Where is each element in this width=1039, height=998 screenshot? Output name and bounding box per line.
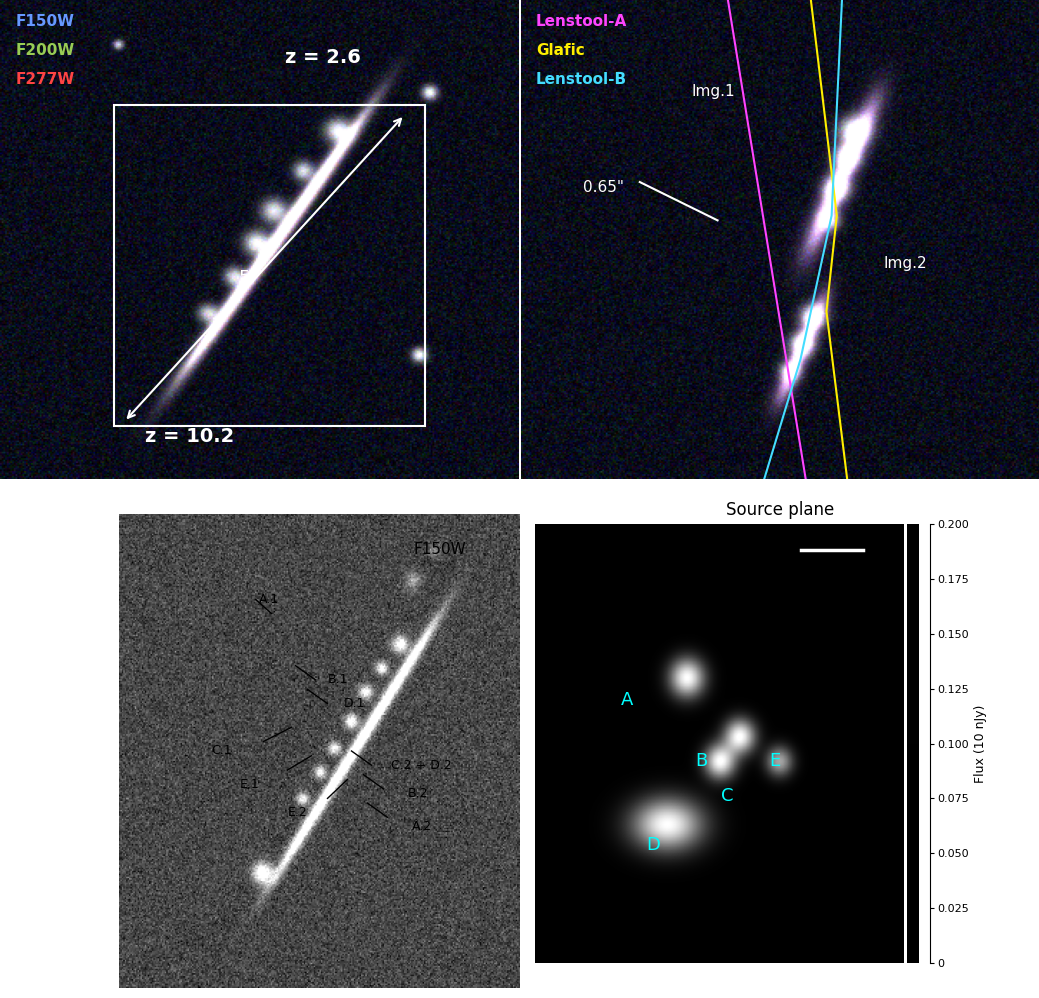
- Text: F200W: F200W: [16, 43, 75, 58]
- Text: A.2: A.2: [411, 820, 431, 833]
- Bar: [114, 106, 425, 426]
- Text: Glafic: Glafic: [536, 43, 585, 58]
- Text: A: A: [621, 691, 634, 709]
- Text: B.1: B.1: [327, 674, 348, 687]
- Text: Img.2: Img.2: [883, 256, 927, 271]
- Text: Source plane: Source plane: [725, 501, 834, 519]
- Text: F277W: F277W: [16, 72, 75, 87]
- Text: C.2 + D.2: C.2 + D.2: [392, 758, 452, 771]
- Text: 0.65": 0.65": [583, 180, 623, 195]
- Text: Lenstool-A: Lenstool-A: [536, 14, 628, 29]
- Text: F150W: F150W: [414, 543, 465, 558]
- Text: Lenstool-B: Lenstool-B: [536, 72, 628, 87]
- Text: D: D: [646, 835, 660, 853]
- Text: F150W: F150W: [16, 14, 75, 29]
- Text: Img.1: Img.1: [692, 84, 736, 99]
- Text: D.1: D.1: [344, 697, 365, 711]
- Text: B.2: B.2: [407, 787, 428, 800]
- Text: E: E: [769, 752, 780, 770]
- Text: B: B: [695, 752, 708, 770]
- Text: z = 10.2: z = 10.2: [145, 426, 235, 445]
- Text: E.1: E.1: [240, 777, 260, 790]
- Text: z = 2.6: z = 2.6: [285, 48, 361, 67]
- Text: A.1: A.1: [260, 593, 279, 606]
- Text: C.1: C.1: [211, 745, 232, 757]
- Y-axis label: Flux (10 nJy): Flux (10 nJy): [975, 705, 987, 782]
- Text: 5": 5": [239, 268, 259, 286]
- Text: E.2: E.2: [288, 806, 308, 819]
- Text: C: C: [721, 787, 734, 805]
